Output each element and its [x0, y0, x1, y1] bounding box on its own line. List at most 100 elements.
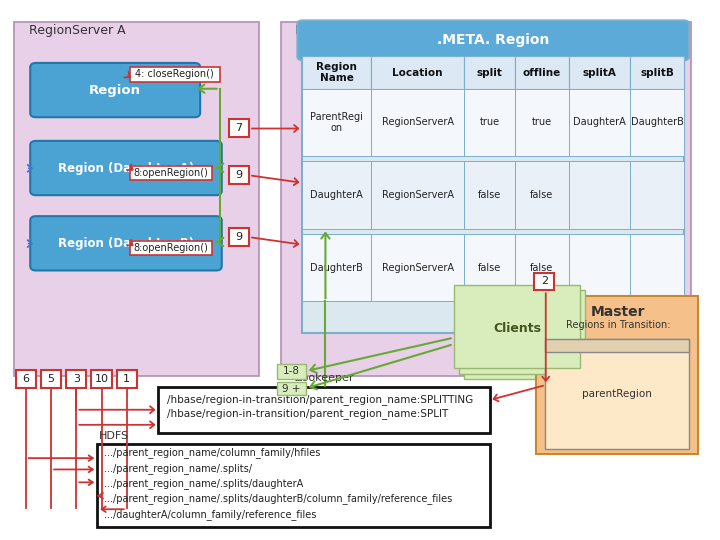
FancyBboxPatch shape: [515, 234, 569, 301]
Text: Region (Daughter B): Region (Daughter B): [58, 237, 194, 250]
FancyBboxPatch shape: [16, 370, 36, 388]
FancyBboxPatch shape: [302, 57, 371, 89]
Text: splitB: splitB: [640, 68, 674, 78]
FancyBboxPatch shape: [277, 363, 306, 379]
FancyBboxPatch shape: [569, 161, 630, 228]
FancyBboxPatch shape: [371, 57, 464, 89]
FancyBboxPatch shape: [371, 161, 464, 228]
Text: ParentRegi
on: ParentRegi on: [310, 112, 363, 133]
FancyBboxPatch shape: [459, 291, 585, 374]
Text: false: false: [478, 262, 501, 273]
Text: HDFS: HDFS: [99, 431, 130, 441]
Text: Master: Master: [590, 306, 645, 320]
FancyBboxPatch shape: [536, 296, 698, 454]
FancyBboxPatch shape: [229, 119, 249, 137]
Text: Region: Region: [89, 84, 141, 97]
Text: RegionServer A: RegionServer A: [29, 24, 125, 37]
FancyBboxPatch shape: [569, 57, 630, 89]
FancyBboxPatch shape: [30, 63, 200, 117]
Text: RegionServer B: RegionServer B: [295, 24, 392, 37]
FancyBboxPatch shape: [130, 67, 220, 82]
FancyBboxPatch shape: [545, 339, 689, 352]
FancyBboxPatch shape: [91, 370, 112, 388]
Text: Clients: Clients: [493, 321, 541, 334]
Text: RegionServerA: RegionServerA: [382, 117, 454, 127]
FancyBboxPatch shape: [371, 234, 464, 301]
FancyBboxPatch shape: [281, 22, 691, 376]
FancyBboxPatch shape: [515, 161, 569, 228]
FancyBboxPatch shape: [229, 166, 249, 184]
Text: offline: offline: [523, 68, 561, 78]
Text: true: true: [532, 117, 552, 127]
Text: 9 +: 9 +: [282, 383, 301, 394]
FancyBboxPatch shape: [41, 370, 61, 388]
Text: Region
Name: Region Name: [316, 62, 357, 83]
FancyBboxPatch shape: [66, 370, 86, 388]
Text: split: split: [477, 68, 503, 78]
Text: .../parent_region_name/column_family/hfiles
.../parent_region_name/.splits/
.../: .../parent_region_name/column_family/hfi…: [104, 447, 453, 519]
FancyBboxPatch shape: [130, 166, 212, 180]
FancyBboxPatch shape: [630, 161, 684, 228]
Text: 1: 1: [123, 374, 130, 384]
FancyBboxPatch shape: [515, 57, 569, 89]
FancyBboxPatch shape: [534, 273, 554, 291]
Text: /hbase/region-in-transition/parent_region_name:SPLITTING
/hbase/region-in-transi: /hbase/region-in-transition/parent_regio…: [167, 394, 473, 420]
Text: 3: 3: [73, 374, 80, 384]
FancyBboxPatch shape: [277, 382, 306, 395]
Text: RegionServerA: RegionServerA: [382, 262, 454, 273]
FancyBboxPatch shape: [464, 89, 515, 156]
Text: 2: 2: [541, 276, 548, 287]
Text: 8:openRegion(): 8:openRegion(): [134, 243, 208, 253]
FancyBboxPatch shape: [454, 285, 580, 368]
FancyBboxPatch shape: [545, 339, 689, 449]
Text: true: true: [480, 117, 500, 127]
Text: DaughterB: DaughterB: [631, 117, 683, 127]
Text: splitA: splitA: [582, 68, 616, 78]
Text: .META. Region: .META. Region: [437, 33, 549, 48]
Text: 9: 9: [235, 232, 243, 242]
FancyBboxPatch shape: [30, 141, 222, 195]
Text: 6: 6: [22, 374, 30, 384]
FancyBboxPatch shape: [297, 21, 689, 60]
FancyBboxPatch shape: [464, 234, 515, 301]
FancyBboxPatch shape: [14, 22, 259, 376]
FancyBboxPatch shape: [117, 370, 137, 388]
Text: DaughterA: DaughterA: [573, 117, 626, 127]
Text: false: false: [478, 190, 501, 200]
FancyBboxPatch shape: [569, 234, 630, 301]
FancyBboxPatch shape: [464, 161, 515, 228]
FancyBboxPatch shape: [371, 89, 464, 156]
FancyBboxPatch shape: [569, 89, 630, 156]
Text: parentRegion: parentRegion: [582, 389, 652, 399]
Text: 7: 7: [235, 123, 243, 133]
FancyBboxPatch shape: [302, 24, 684, 333]
Text: DaughterB: DaughterB: [310, 262, 363, 273]
FancyBboxPatch shape: [302, 161, 371, 228]
Text: 1-8: 1-8: [283, 366, 300, 376]
FancyBboxPatch shape: [464, 296, 590, 379]
FancyBboxPatch shape: [630, 234, 684, 301]
Text: 4: closeRegion(): 4: closeRegion(): [135, 70, 214, 79]
FancyBboxPatch shape: [229, 228, 249, 246]
Text: RegionServerA: RegionServerA: [382, 190, 454, 200]
Text: Region (Daughter A): Region (Daughter A): [58, 161, 194, 174]
FancyBboxPatch shape: [97, 444, 490, 527]
Text: false: false: [530, 262, 554, 273]
FancyBboxPatch shape: [158, 387, 490, 433]
Text: 9: 9: [235, 170, 243, 180]
Text: 8:openRegion(): 8:openRegion(): [134, 168, 208, 178]
FancyBboxPatch shape: [30, 216, 222, 271]
FancyBboxPatch shape: [130, 241, 212, 255]
FancyBboxPatch shape: [302, 89, 371, 156]
FancyBboxPatch shape: [515, 89, 569, 156]
Text: DaughterA: DaughterA: [310, 190, 363, 200]
FancyBboxPatch shape: [630, 57, 684, 89]
FancyBboxPatch shape: [302, 234, 371, 301]
Text: Location: Location: [392, 68, 443, 78]
FancyBboxPatch shape: [464, 57, 515, 89]
Text: 5: 5: [48, 374, 55, 384]
Text: Zookeeper: Zookeeper: [294, 373, 354, 383]
FancyBboxPatch shape: [630, 89, 684, 156]
Text: false: false: [530, 190, 554, 200]
Text: 10: 10: [94, 374, 109, 384]
